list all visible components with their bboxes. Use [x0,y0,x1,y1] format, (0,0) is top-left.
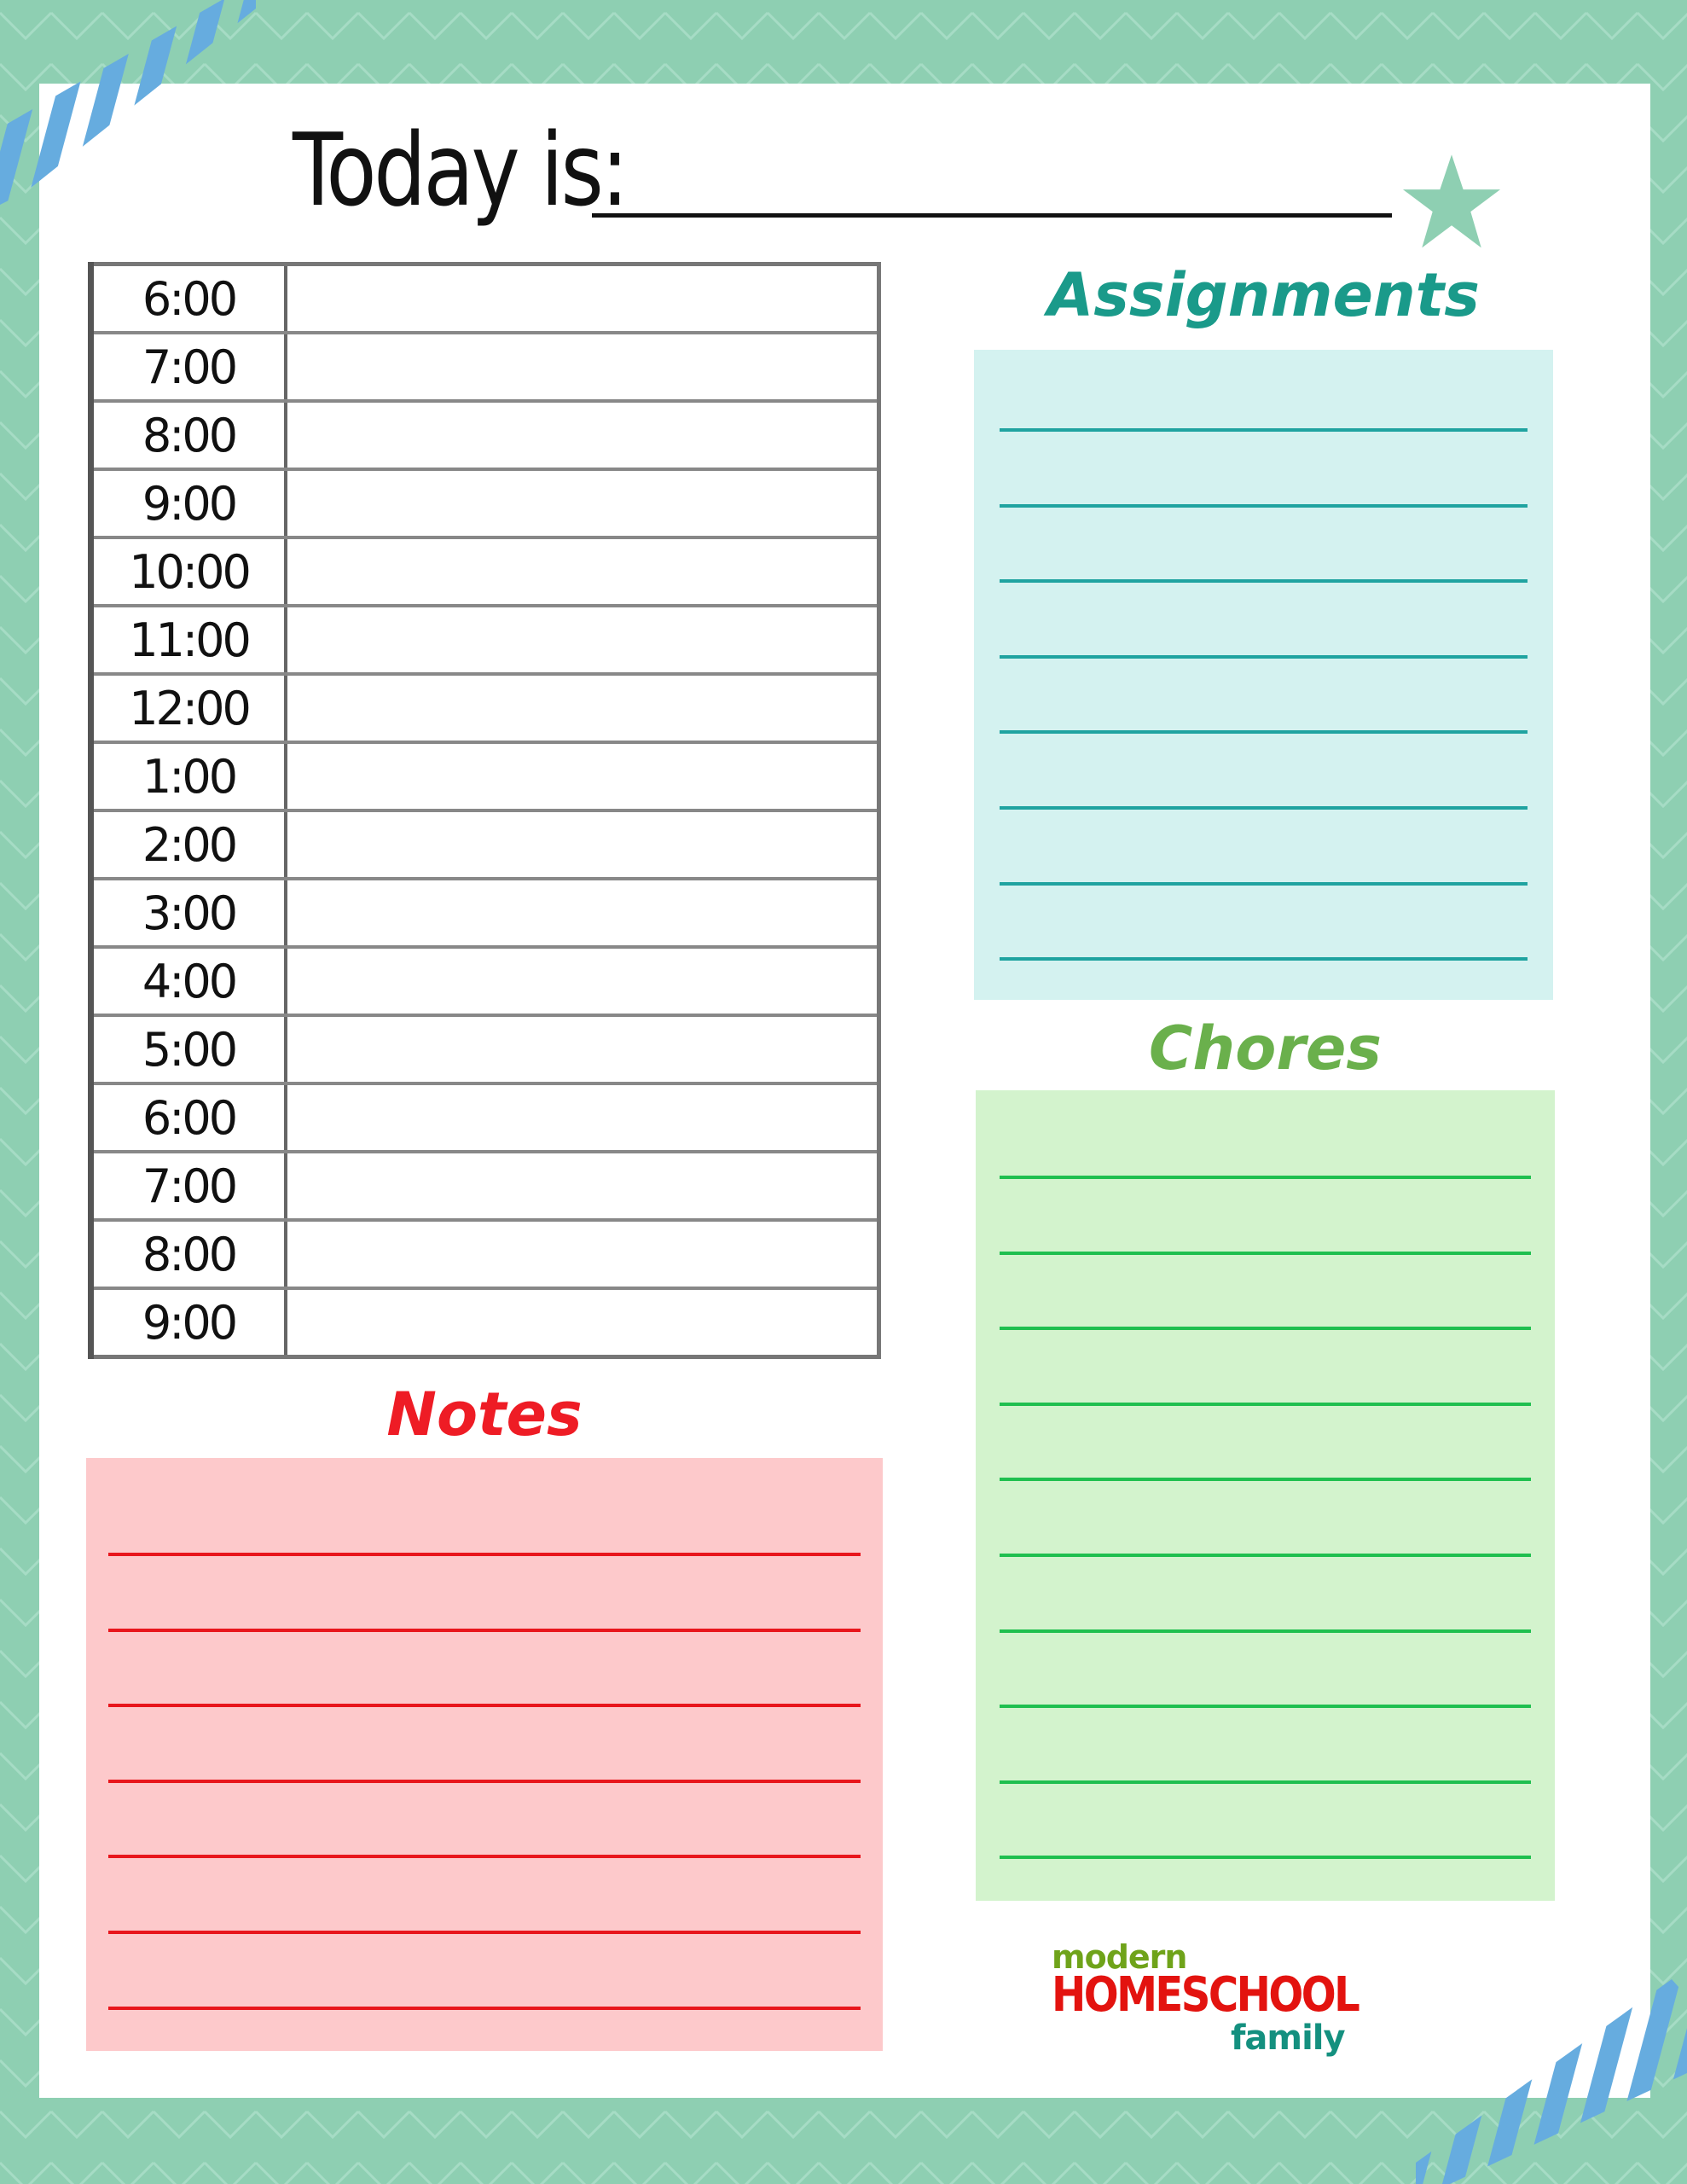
time-label: 6:00 [90,264,287,334]
writing-line[interactable] [1000,730,1528,735]
corner-stripes-bottom-right [1416,1979,1687,2184]
writing-line[interactable] [1000,1780,1531,1784]
writing-line[interactable] [108,1931,861,1934]
schedule-entry[interactable] [286,469,879,539]
schedule-row: 6:00 [90,264,879,334]
time-label: 5:00 [90,1015,287,1085]
time-label: 1:00 [90,742,287,812]
chores-title: Chores [1149,1014,1382,1083]
writing-line[interactable] [1000,1554,1531,1557]
writing-line[interactable] [1000,1705,1531,1709]
writing-line[interactable] [108,1628,861,1632]
logo-family: family [1231,2018,1346,2058]
schedule-row: 8:00 [90,401,879,471]
writing-line[interactable] [1000,654,1528,659]
schedule-row: 4:00 [90,947,879,1017]
schedule-entry[interactable] [286,742,879,812]
writing-line[interactable] [1000,1856,1531,1860]
schedule-entry[interactable] [286,947,879,1017]
chores-box [976,1090,1555,1901]
time-label: 6:00 [90,1083,287,1153]
time-label: 4:00 [90,947,287,1017]
time-label: 10:00 [90,537,287,607]
writing-line[interactable] [1000,806,1528,810]
schedule-entry[interactable] [286,1288,879,1357]
writing-line[interactable] [108,1704,861,1708]
writing-line[interactable] [1000,579,1528,584]
writing-line[interactable] [1000,1402,1531,1406]
writing-line[interactable] [1000,881,1528,886]
schedule-entry[interactable] [286,879,879,949]
page-title: Today is: [293,111,629,229]
star-icon [1402,154,1501,248]
writing-line[interactable] [1000,428,1528,432]
time-label: 11:00 [90,606,287,676]
time-label: 3:00 [90,879,287,949]
logo-modern: modern [1052,1938,1187,1976]
schedule-table: 6:00 7:00 8:00 9:00 10:00 11:00 12:00 1:00 2:00 3… [88,262,881,1359]
schedule-entry[interactable] [286,606,879,676]
writing-line[interactable] [1000,1327,1531,1331]
schedule-entry[interactable] [286,1015,879,1085]
time-label: 9:00 [90,1288,287,1357]
schedule-entry[interactable] [286,674,879,744]
time-label: 12:00 [90,674,287,744]
time-label: 8:00 [90,1220,287,1290]
time-label: 7:00 [90,1152,287,1222]
notes-title: Notes [386,1380,583,1449]
schedule-entry[interactable] [286,264,879,334]
writing-line[interactable] [1000,1629,1531,1633]
schedule-entry[interactable] [286,333,879,403]
time-label: 8:00 [90,401,287,471]
schedule-row: 6:00 [90,1083,879,1153]
corner-stripes-top-left [0,0,256,205]
time-label: 2:00 [90,810,287,880]
schedule-row: 10:00 [90,537,879,607]
schedule-row: 2:00 [90,810,879,880]
writing-line[interactable] [108,1855,861,1859]
schedule-row: 8:00 [90,1220,879,1290]
schedule-row: 7:00 [90,333,879,403]
schedule-row: 7:00 [90,1152,879,1222]
schedule-entry[interactable] [286,401,879,471]
writing-line[interactable] [108,1779,861,1783]
schedule-entry[interactable] [286,537,879,607]
schedule-row: 3:00 [90,879,879,949]
writing-line[interactable] [1000,1478,1531,1482]
logo-homeschool: HOMESCHOOL [1052,1967,1360,2023]
writing-line[interactable] [1000,1176,1531,1179]
schedule-row: 9:00 [90,1288,879,1357]
modern-homeschool-family-logo: modern HOMESCHOOL family [1052,1938,1360,2066]
writing-line[interactable] [1000,957,1528,961]
writing-line[interactable] [108,1553,861,1556]
notes-box [86,1458,883,2051]
schedule-entry[interactable] [286,810,879,880]
date-input-line[interactable] [592,213,1392,218]
schedule-entry[interactable] [286,1152,879,1222]
assignments-title: Assignments [1047,260,1480,330]
assignments-box [974,350,1553,1000]
writing-line[interactable] [1000,1251,1531,1255]
schedule-row: 5:00 [90,1015,879,1085]
schedule-entry[interactable] [286,1220,879,1290]
schedule-entry[interactable] [286,1083,879,1153]
schedule-row: 12:00 [90,674,879,744]
schedule-row: 11:00 [90,606,879,676]
time-label: 7:00 [90,333,287,403]
time-label: 9:00 [90,469,287,539]
writing-line[interactable] [1000,503,1528,508]
writing-line[interactable] [108,2006,861,2010]
schedule-row: 1:00 [90,742,879,812]
schedule-row: 9:00 [90,469,879,539]
